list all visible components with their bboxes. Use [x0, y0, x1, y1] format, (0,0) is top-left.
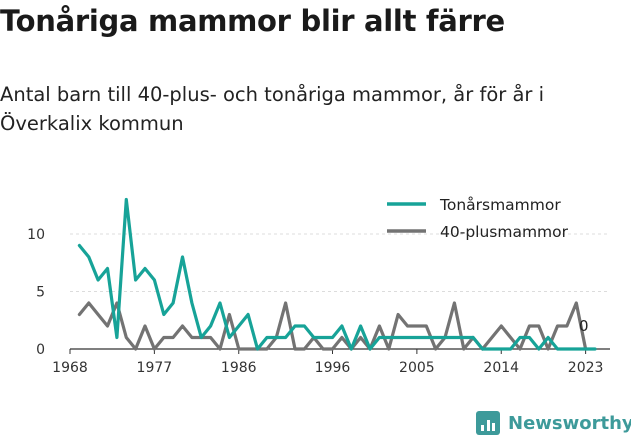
bar-chart-icon: [476, 411, 500, 435]
series-line-40-plusmammor: [77, 301, 588, 351]
chart-subtitle: Antal barn till 40-plus- och tonåriga ma…: [0, 83, 545, 135]
legend-label: 40-plusmammor: [440, 223, 569, 241]
legend-label: Tonårsmammor: [439, 196, 561, 214]
annotations: 0: [579, 317, 589, 335]
x-tick-label: 2023: [568, 360, 604, 376]
x-tick-label: 1986: [221, 360, 257, 376]
y-tick-label: 5: [36, 285, 45, 301]
series-line-tonårsmammor: [77, 197, 597, 351]
y-tick-label: 10: [27, 227, 45, 243]
end-value-label: 0: [579, 317, 589, 335]
x-tick-label: 2014: [483, 360, 519, 376]
x-tick-label: 1977: [137, 360, 173, 376]
brand-name: Newsworthy: [508, 412, 631, 434]
x-tick-label: 2005: [399, 360, 435, 376]
x-tick-label: 1996: [315, 360, 351, 376]
brand-logo: Newsworthy: [476, 408, 631, 438]
chart-title: Tonåriga mammor blir allt färre: [0, 4, 505, 38]
series-lines: [77, 197, 597, 351]
legend: Tonårsmammor 40-plusmammor: [387, 196, 569, 241]
y-tick-label: 0: [36, 342, 45, 358]
gridlines: [70, 233, 610, 292]
line-chart: 0 5 10 1968 1977 1986 1996 2005 2014 2023 Tonårsm…: [27, 196, 610, 376]
x-tick-label: 1968: [52, 360, 88, 376]
x-axis: 0 5 10 1968 1977 1986 1996 2005 2014 2023: [27, 227, 610, 376]
